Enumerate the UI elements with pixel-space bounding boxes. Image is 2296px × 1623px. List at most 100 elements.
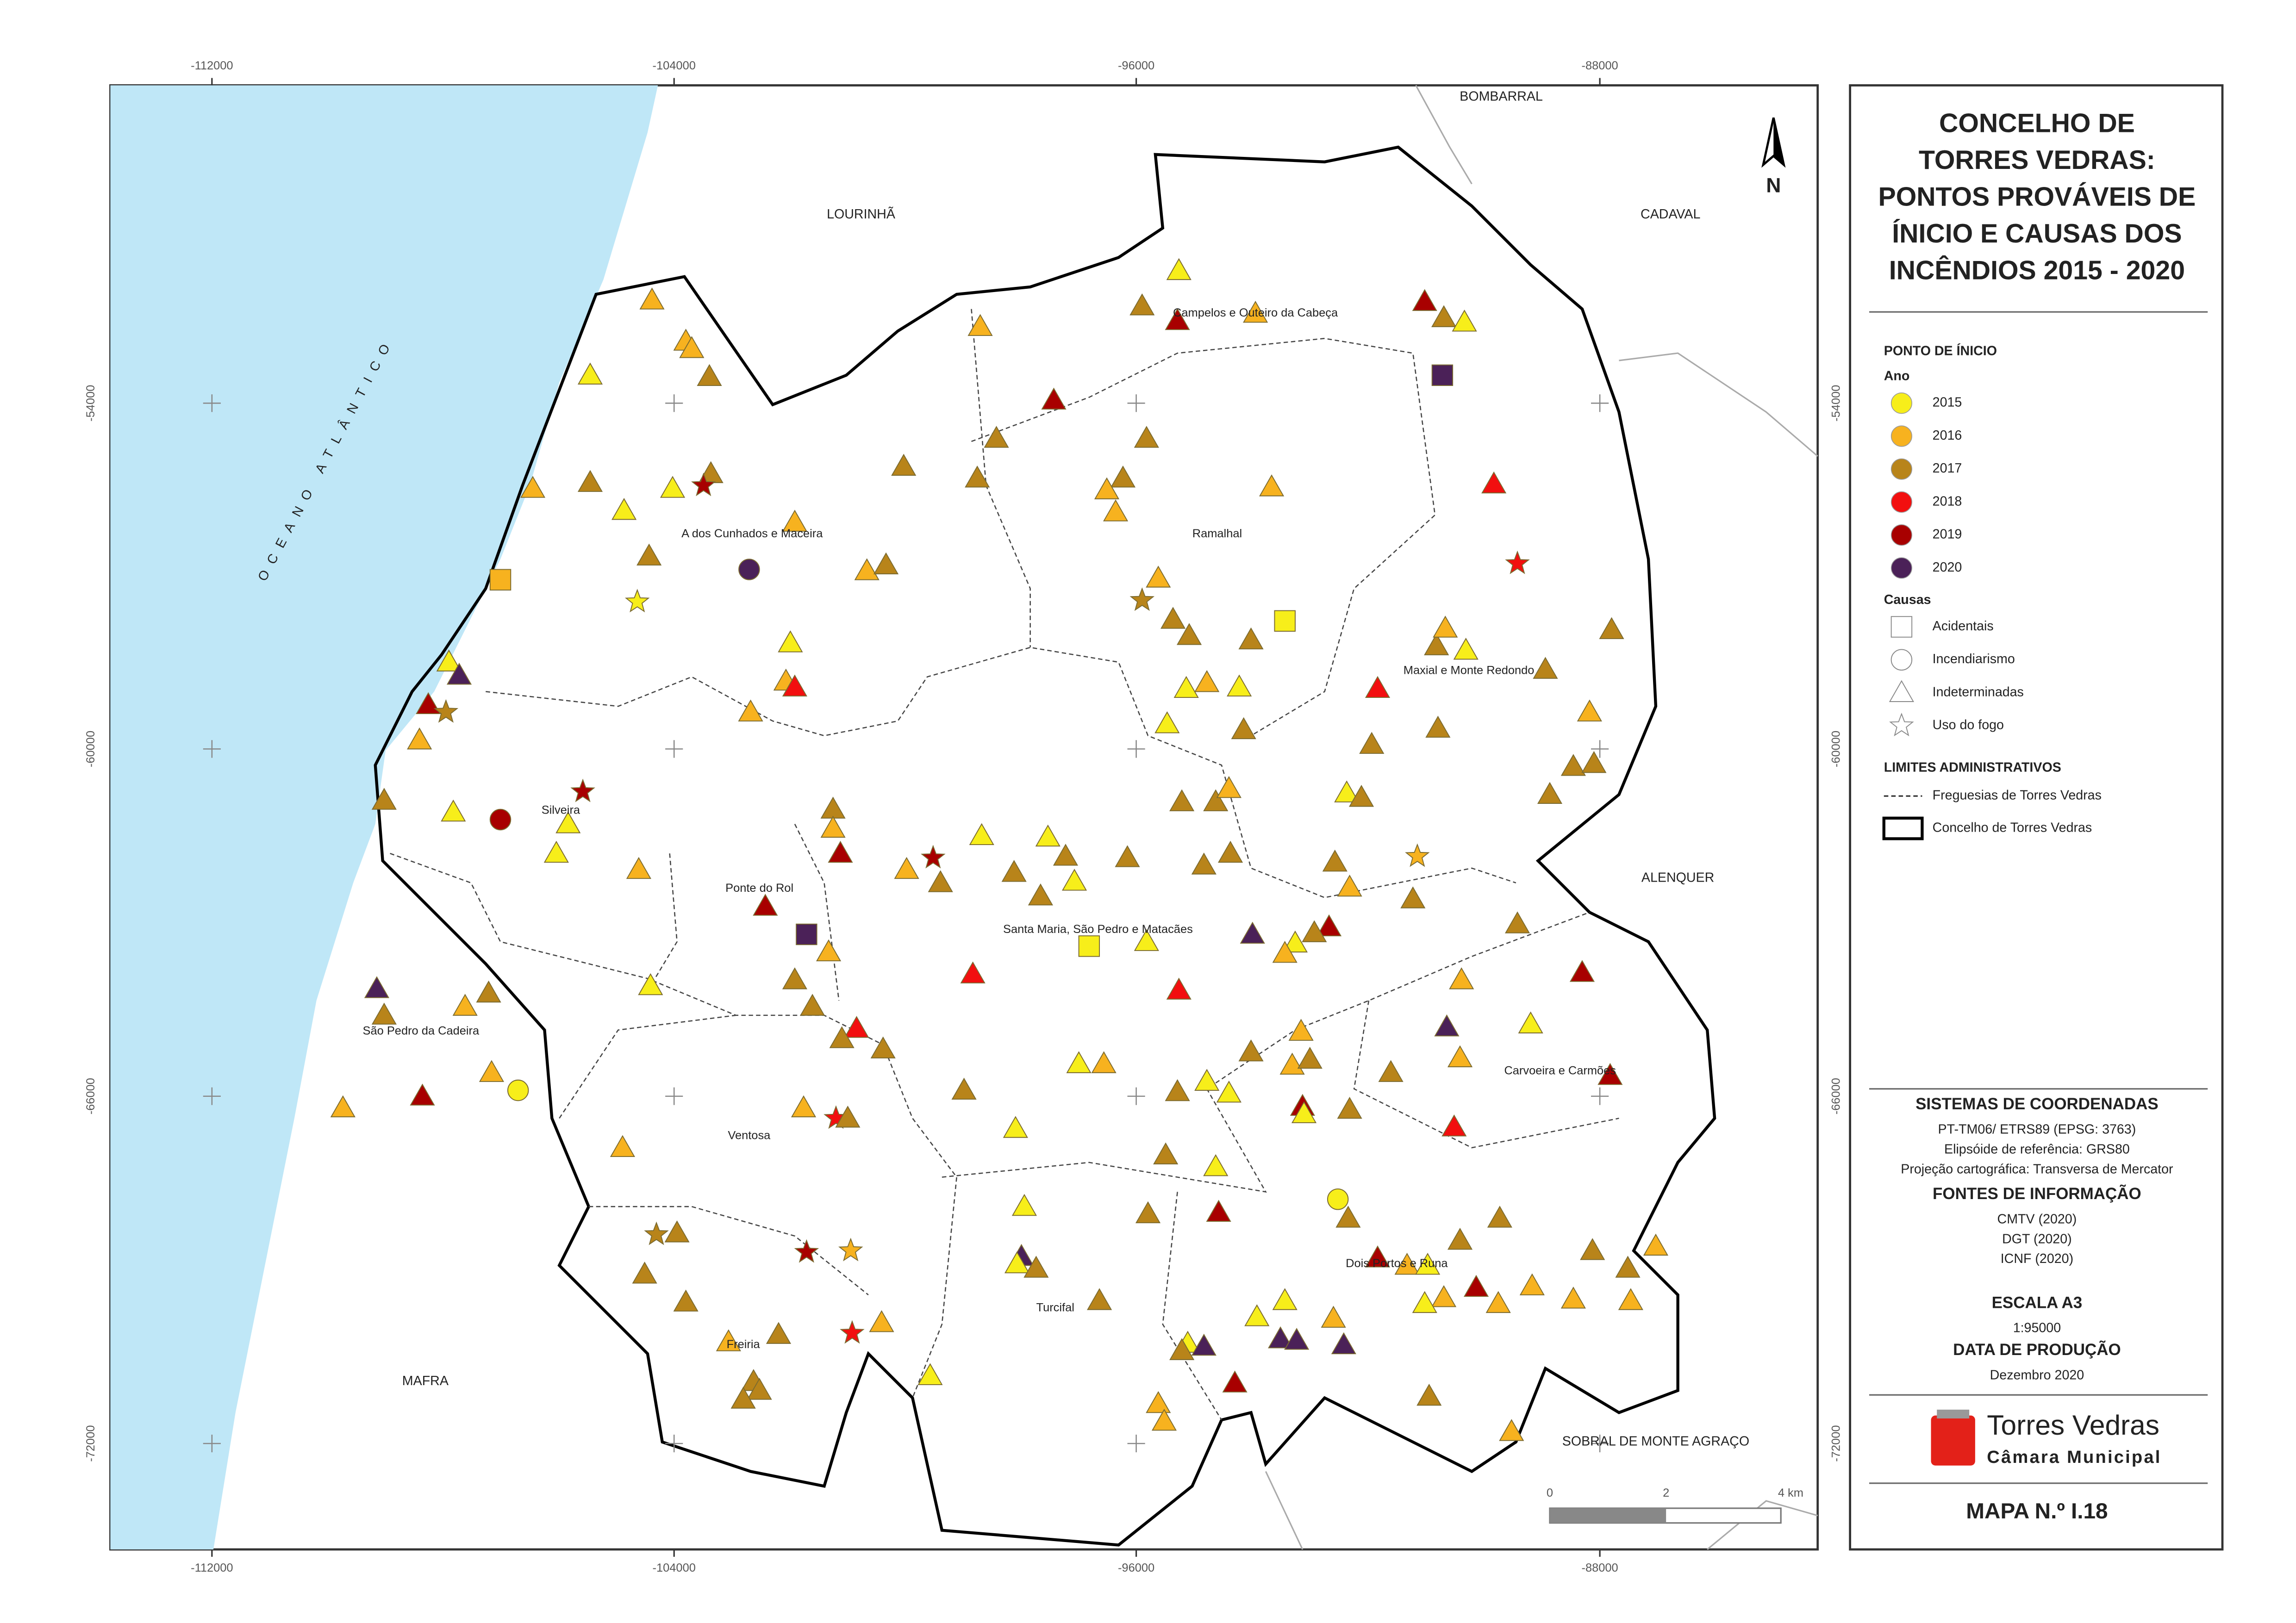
fire-point [407, 727, 432, 750]
legend-label: 2019 [1933, 527, 1962, 542]
grid-cross [665, 1087, 683, 1105]
fire-point [1431, 364, 1454, 386]
scale-label: 0 [1547, 1486, 1553, 1499]
fire-point [1023, 1256, 1049, 1278]
fire-point [1003, 1116, 1028, 1138]
fire-point [1094, 477, 1120, 499]
info-heading: SISTEMAS DE COORDENADAS [1915, 1095, 2159, 1113]
info-text: 1:95000 [2013, 1321, 2061, 1336]
fire-point [371, 1002, 397, 1025]
fire-point [782, 967, 808, 989]
north-arrow [1761, 117, 1786, 168]
fire-point [1135, 1201, 1161, 1224]
parish-label: Turcifal [1036, 1301, 1074, 1314]
grid-cross [665, 1435, 683, 1453]
fire-point [1086, 1288, 1112, 1310]
y-coord-label: -72000 [84, 1425, 97, 1462]
fire-point [1618, 1288, 1643, 1310]
fire-point [869, 1310, 894, 1332]
fire-point [844, 1016, 869, 1038]
fire-point [1231, 717, 1256, 740]
x-coord-label: -96000 [1118, 59, 1154, 72]
fire-point [371, 788, 397, 810]
fire-point [1394, 1253, 1420, 1275]
fire-point [1244, 1304, 1270, 1326]
fire-point [1643, 1233, 1669, 1256]
legend-symbol [1890, 616, 1913, 638]
fire-point [1160, 607, 1186, 629]
legend-heading: Causas [1884, 592, 1931, 607]
logo [1931, 1409, 1975, 1466]
info-text: Projeção cartográfica: Transversa de Mer… [1901, 1162, 2173, 1176]
fire-point [577, 362, 603, 385]
grid-cross [203, 1087, 221, 1105]
fire-point [1274, 610, 1296, 632]
fire-point [1335, 1206, 1361, 1228]
legend-symbol [1890, 649, 1913, 671]
fire-point [1291, 1101, 1317, 1123]
fire-point [697, 364, 722, 386]
fire-point [921, 845, 946, 869]
fire-point [520, 476, 546, 498]
fire-point [969, 823, 994, 845]
x-coord-label: -104000 [653, 1561, 696, 1574]
fire-point [778, 630, 803, 653]
fire-point [766, 1322, 792, 1344]
fire-point [1240, 921, 1265, 944]
fire-point [1365, 676, 1391, 698]
neighbor-boundaries [1265, 85, 1818, 1550]
fire-point [873, 552, 899, 574]
fire-point [570, 778, 595, 802]
fire-point [1284, 1328, 1310, 1350]
fire-point [716, 1329, 741, 1351]
fire-point [1505, 550, 1530, 574]
fire-point [1066, 1051, 1092, 1073]
fire-point [1405, 843, 1430, 867]
fire-point [1434, 1014, 1460, 1037]
fire-point [1519, 1273, 1545, 1295]
fire-point [1518, 1011, 1543, 1033]
info-text: DGT (2020) [2002, 1231, 2072, 1246]
fire-point [1447, 1227, 1473, 1250]
fire-point [1447, 1045, 1473, 1068]
fire-point [1487, 1206, 1512, 1228]
scale-label: 2 [1663, 1486, 1669, 1499]
fire-point [1581, 751, 1607, 773]
info-text: CMTV (2020) [1997, 1212, 2077, 1226]
fire-point [820, 815, 846, 838]
fire-point [1365, 1245, 1391, 1268]
fire-point [433, 699, 459, 723]
fire-point [1151, 1409, 1177, 1431]
fire-point [679, 336, 705, 358]
fire-point [984, 426, 1009, 448]
fire-point [1424, 633, 1449, 655]
legend-symbol [1889, 712, 1914, 736]
logo-name: Torres Vedras [1987, 1409, 2159, 1441]
fire-point [446, 663, 472, 685]
fire-point [835, 1106, 861, 1128]
fire-point [1166, 258, 1192, 280]
grid-cross [1591, 1435, 1609, 1453]
fire-point [1206, 1200, 1231, 1222]
fire-point [840, 1320, 865, 1344]
y-coord-label: -72000 [1830, 1425, 1843, 1462]
fire-point [738, 699, 763, 721]
fire-point [1134, 426, 1159, 448]
municipality-boundary [374, 145, 1716, 1547]
fire-point [1560, 1287, 1586, 1309]
x-coord-label: -88000 [1582, 59, 1618, 72]
fire-point [636, 543, 662, 566]
fire-point [747, 1378, 772, 1400]
y-coord-label: -60000 [84, 731, 97, 767]
legend-swatch [1890, 557, 1912, 579]
fire-point [452, 994, 478, 1016]
fire-point [1091, 1051, 1117, 1073]
parish-label: Ramalhal [1192, 527, 1242, 540]
map-number: MAPA N.º I.18 [1966, 1499, 2108, 1524]
fire-point [1416, 1383, 1442, 1406]
legend-swatch [1890, 425, 1912, 447]
fire-point [967, 314, 993, 336]
parish-label: Santa Maria, São Pedro e Matacães [1003, 923, 1193, 936]
